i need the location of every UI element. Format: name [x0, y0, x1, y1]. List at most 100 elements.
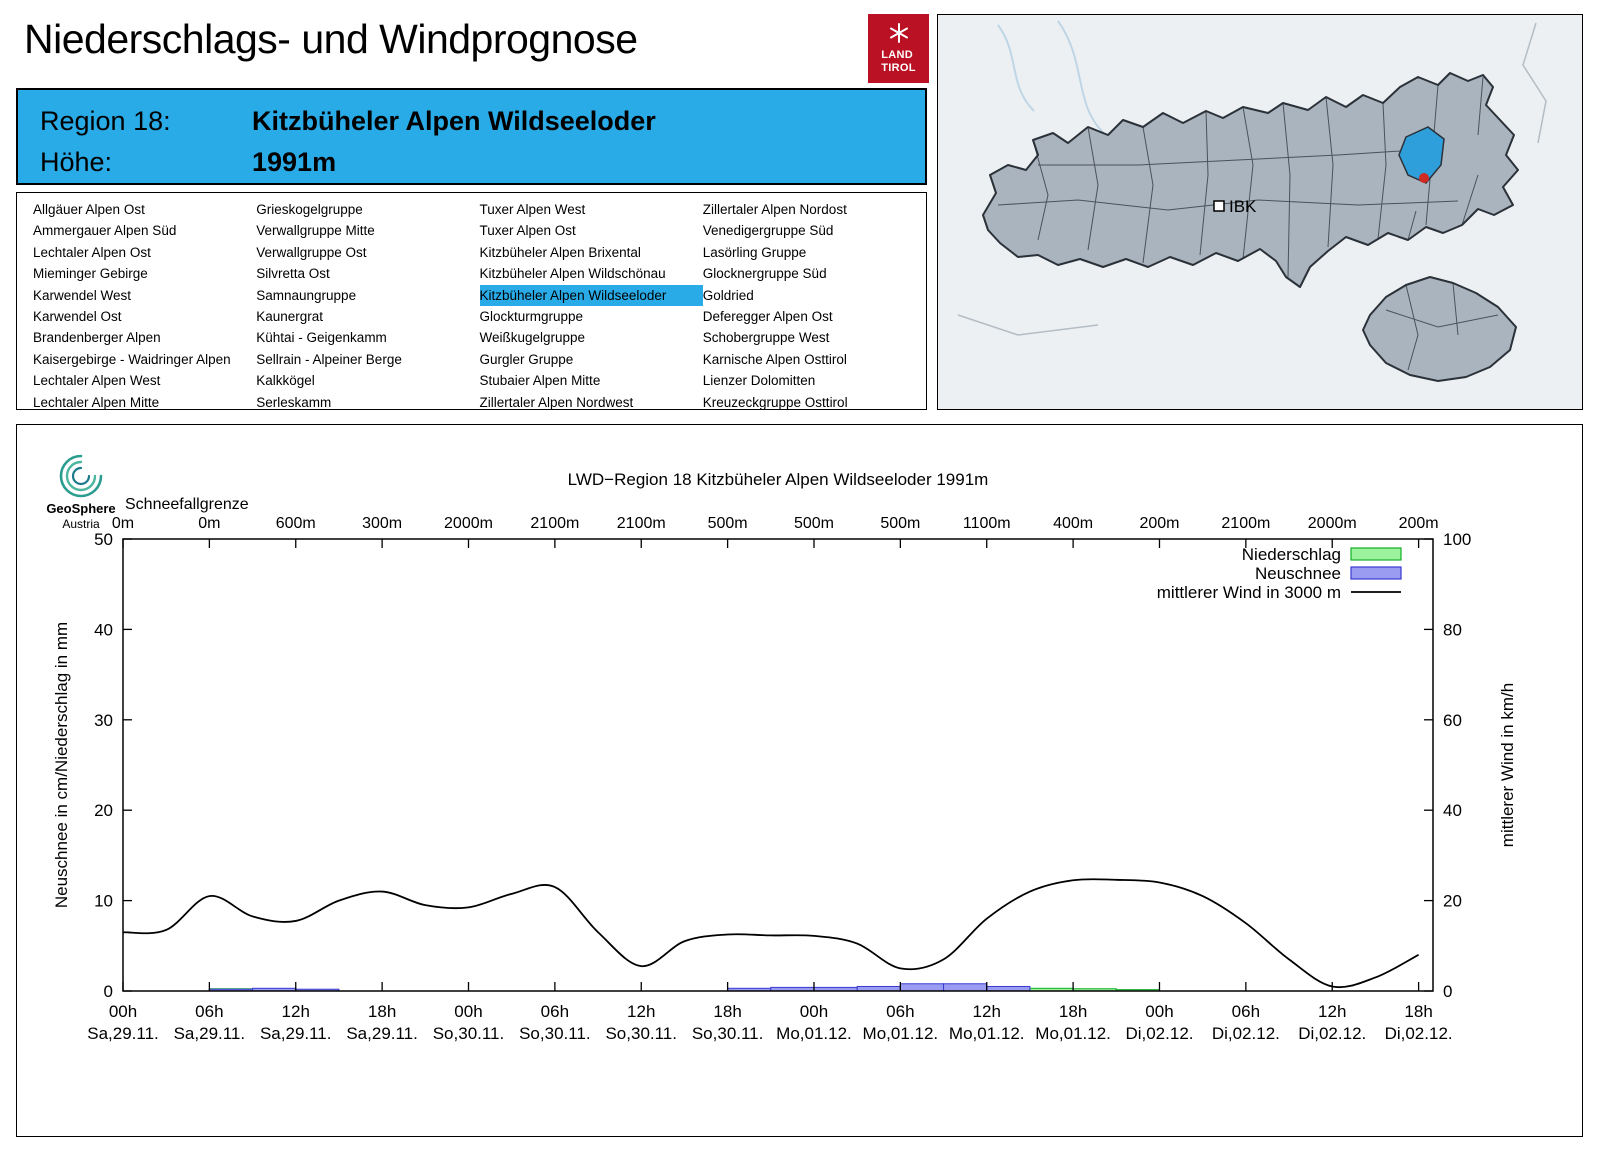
svg-text:500m: 500m — [794, 515, 834, 532]
svg-text:12h: 12h — [1318, 1002, 1346, 1021]
region-list-item[interactable]: Ammergauer Alpen Süd — [33, 223, 177, 239]
brand-subname: Austria — [62, 517, 100, 531]
svg-text:500m: 500m — [880, 515, 920, 532]
region-list-item[interactable]: Goldried — [702, 287, 754, 303]
river-line — [997, 24, 1035, 112]
region-list-item[interactable]: Tuxer Alpen West — [479, 202, 586, 217]
y-axis-right-title: mittlerer Wind in km/h — [1498, 683, 1517, 847]
svg-text:2000m: 2000m — [1308, 515, 1357, 532]
svg-text:2100m: 2100m — [530, 515, 579, 532]
svg-text:10: 10 — [94, 892, 113, 911]
region-column: Zillertaler Alpen Nordost Venedigergruppe… — [702, 199, 926, 410]
region-list-item[interactable]: Kreuzeckgruppe Osttirol — [702, 394, 848, 410]
region-list-item[interactable]: Weißkugelgruppe — [479, 330, 586, 346]
district-borders-east — [1385, 282, 1499, 371]
y-axis-right: 0 20 40 60 80 100 — [1424, 530, 1471, 1001]
svg-text:06h: 06h — [1232, 1002, 1260, 1021]
region-list-item[interactable]: Lechtaler Alpen West — [33, 373, 161, 389]
svg-text:12h: 12h — [282, 1002, 310, 1021]
map-location-dot — [1419, 173, 1429, 183]
river-line — [1057, 20, 1109, 138]
region-list-item[interactable]: Sellrain - Alpeiner Berge — [256, 351, 402, 367]
region-list-item[interactable]: Zillertaler Alpen Nordost — [702, 202, 847, 217]
map-region-north-tirol[interactable] — [982, 72, 1519, 288]
svg-text:300m: 300m — [362, 515, 402, 532]
tirol-map-svg: IBK — [957, 20, 1547, 382]
region-list-item[interactable]: Mieminger Gebirge — [33, 266, 148, 282]
region-list-item[interactable]: Glockturmgruppe — [479, 308, 584, 324]
region-list-item[interactable]: Verwallgruppe Ost — [256, 244, 367, 260]
region-list-item[interactable]: Kalkkögel — [256, 373, 315, 389]
region-list-item[interactable]: Lechtaler Alpen Ost — [33, 244, 151, 260]
region-list: Allgäuer Alpen Ost Ammergauer Alpen Süd Le… — [16, 192, 927, 410]
region-list-item[interactable]: Gurgler Gruppe — [479, 351, 574, 367]
tirol-map[interactable]: IBK — [937, 14, 1583, 410]
region-list-item[interactable]: Grieskogelgruppe — [256, 202, 363, 217]
region-list-item[interactable]: Zillertaler Alpen Nordwest — [479, 394, 634, 410]
region-list-item[interactable]: Silvretta Ost — [256, 266, 330, 282]
svg-text:18h: 18h — [1059, 1002, 1087, 1021]
svg-text:0: 0 — [104, 982, 113, 1001]
region-list-item[interactable]: Lechtaler Alpen Mitte — [33, 394, 160, 410]
region-list-item[interactable]: Karnische Alpen Osttirol — [702, 351, 847, 367]
svg-text:100: 100 — [1443, 530, 1471, 549]
region-list-item[interactable]: Tuxer Alpen Ost — [479, 223, 576, 239]
region-list-item[interactable]: Kitzbüheler Alpen Wildschönau — [479, 266, 666, 282]
svg-text:So,30.11.: So,30.11. — [433, 1024, 505, 1043]
region-list-item[interactable]: Venedigergruppe Süd — [702, 223, 834, 239]
region-list-item-selected[interactable]: Kitzbüheler Alpen Wildseeloder — [479, 284, 703, 306]
ibk-label: IBK — [1229, 197, 1257, 216]
neighbor-border — [1522, 22, 1547, 144]
region-list-item[interactable]: Lasörling Gruppe — [702, 244, 807, 260]
region-list-item[interactable]: Deferegger Alpen Ost — [702, 308, 833, 324]
tirol-emblem-icon — [889, 22, 908, 43]
region-list-item[interactable]: Lienzer Dolomitten — [702, 373, 816, 389]
region-list-item[interactable]: Kühtai - Geigenkamm — [256, 330, 387, 346]
region-list-item[interactable]: Kitzbüheler Alpen Brixental — [479, 244, 641, 260]
region-list-item[interactable]: Kaisergebirge - Waidringer Alpen — [33, 351, 231, 367]
region-list-item[interactable]: Karwendel West — [33, 287, 132, 303]
logo-line2: TIROL — [881, 62, 916, 75]
svg-text:So,30.11.: So,30.11. — [519, 1024, 591, 1043]
svg-text:12h: 12h — [627, 1002, 655, 1021]
chart-title: LWD−Region 18 Kitzbüheler Alpen Wildseel… — [568, 470, 989, 489]
region-list-item[interactable]: Verwallgruppe Mitte — [256, 223, 375, 239]
region-list-item[interactable]: Serleskamm — [256, 394, 332, 410]
x-axis: 00h Sa,29.11. 06h Sa,29.11. 12h Sa,29.11. 18h S… — [87, 539, 1453, 1043]
ibk-marker — [1213, 200, 1225, 212]
svg-text:18h: 18h — [713, 1002, 741, 1021]
logo-line1: LAND — [881, 48, 914, 61]
region-list-item[interactable]: Karwendel Ost — [33, 308, 122, 324]
region-column: Grieskogelgruppe Verwallgruppe Mitte Verwa… — [256, 199, 479, 410]
svg-text:Niederschlag: Niederschlag — [1242, 545, 1341, 564]
y-axis-left-title: Neuschnee in cm/Niederschlag in mm — [52, 622, 71, 908]
region-list-item[interactable]: Brandenberger Alpen — [33, 330, 161, 346]
region-list-item[interactable]: Samnaungruppe — [256, 287, 357, 303]
region-list-item[interactable]: Stubaier Alpen Mitte — [479, 373, 601, 389]
neighbor-border — [957, 314, 1099, 336]
bars-neuschnee — [208, 983, 1031, 992]
svg-text:Di,02.12.: Di,02.12. — [1298, 1024, 1366, 1043]
region-name: Kitzbüheler Alpen Wildseeloder — [252, 106, 656, 136]
region-list-item[interactable]: Schobergruppe West — [702, 330, 830, 346]
svg-text:0: 0 — [1443, 982, 1452, 1001]
map-region-selected[interactable] — [1398, 126, 1445, 184]
svg-text:0m: 0m — [112, 515, 134, 532]
svg-text:1100m: 1100m — [963, 515, 1011, 532]
map-region-east-tirol[interactable] — [1362, 276, 1517, 382]
svg-text:20: 20 — [94, 801, 113, 820]
svg-text:0m: 0m — [198, 515, 220, 532]
svg-text:18h: 18h — [368, 1002, 396, 1021]
svg-text:2100m: 2100m — [617, 515, 666, 532]
svg-text:600m: 600m — [276, 515, 316, 532]
region-list-item[interactable]: Glocknergruppe Süd — [702, 266, 827, 282]
region-list-item[interactable]: Allgäuer Alpen Ost — [33, 202, 145, 217]
snowline-label: Schneefallgrenze — [125, 496, 249, 513]
region-list-item[interactable]: Kaunergrat — [256, 308, 324, 324]
svg-text:50: 50 — [94, 530, 113, 549]
svg-text:06h: 06h — [195, 1002, 223, 1021]
page-title: Niederschlags- und Windprognose — [24, 16, 638, 62]
svg-text:2100m: 2100m — [1221, 515, 1270, 532]
